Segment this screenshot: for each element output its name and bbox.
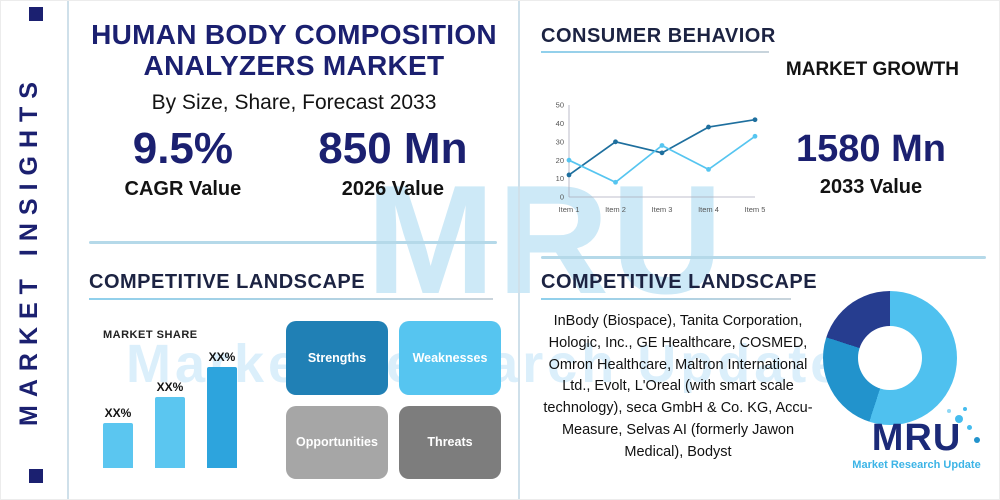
svg-text:30: 30 <box>556 137 564 146</box>
competitive-landscape-left-underline <box>89 298 493 300</box>
logo-splash-dot <box>955 415 963 423</box>
mru-logo: MRU Market Research Update <box>839 407 994 471</box>
label-2033: 2033 Value <box>819 175 923 198</box>
bar <box>103 422 133 468</box>
logo-splash-dot <box>967 425 972 430</box>
logo-tagline: Market Research Update <box>852 459 981 471</box>
company-list: InBody (Biospace), Tanita Corporation, H… <box>543 313 813 460</box>
watermark-mru: MRU <box>366 153 725 326</box>
page-title-line2: ANALYZERS MARKET <box>143 50 445 81</box>
line-chart: 0 10 20 30 40 50 Item 1 Item 2 Item 3 Item 4 Item … <box>543 97 766 217</box>
swot-weaknesses: Weaknesses <box>399 321 501 395</box>
stats-row: 9.5% CAGR Value 850 Mn 2026 Value <box>86 124 506 201</box>
svg-text:Item 5: Item 5 <box>745 205 765 214</box>
svg-text:Item 1: Item 1 <box>559 205 580 214</box>
bar-column: XX% <box>207 350 237 468</box>
decor-square-top <box>29 7 43 21</box>
bar-column: XX% <box>155 379 185 468</box>
bar <box>155 396 185 468</box>
svg-text:50: 50 <box>556 101 564 110</box>
bar-value-label: XX% <box>104 405 132 420</box>
bar-value-label: XX% <box>208 349 236 364</box>
bar-value-label: XX% <box>156 379 184 394</box>
cagr-label: CAGR Value <box>124 178 242 201</box>
logo-text: MRU <box>871 417 962 459</box>
stat-2026: 850 Mn 2026 Value <box>318 124 468 201</box>
svg-text:Item 2: Item 2 <box>605 205 626 214</box>
center-divider-line <box>518 1 520 499</box>
sidebar-divider-line <box>67 1 69 499</box>
market-share-bar-chart: XX% XX% XX% <box>103 346 273 468</box>
swot-opportunities: Opportunities <box>286 405 388 479</box>
swot-strengths: Strengths <box>286 321 388 395</box>
svg-text:40: 40 <box>556 119 564 128</box>
donut-chart <box>823 291 957 425</box>
sidebar-vertical-title: MARKET INSIGHTS <box>15 74 43 426</box>
svg-text:Item 3: Item 3 <box>652 205 673 214</box>
page-subtitle: By Size, Share, Forecast 2033 <box>151 91 437 114</box>
competitive-landscape-right-underline <box>541 298 791 300</box>
svg-text:Item 4: Item 4 <box>698 205 719 214</box>
logo-splash-dot <box>963 407 967 411</box>
consumer-behavior-title: CONSUMER BEHAVIOR <box>541 25 776 47</box>
market-share-label: MARKET SHARE <box>103 329 198 341</box>
horizontal-divider-left <box>89 241 497 244</box>
svg-text:10: 10 <box>556 174 564 183</box>
competitive-landscape-right-title: COMPETITIVE LANDSCAPE <box>541 271 818 293</box>
horizontal-divider-right <box>541 256 986 259</box>
logo-splash-dot <box>947 409 951 413</box>
bar <box>207 366 237 468</box>
bar-column: XX% <box>103 405 133 468</box>
cagr-value: 9.5% <box>132 124 234 173</box>
swot-threats: Threats <box>399 405 501 479</box>
competitive-landscape-left-title: COMPETITIVE LANDSCAPE <box>89 271 366 293</box>
svg-text:0: 0 <box>560 193 564 202</box>
logo-splash-dot <box>974 437 980 443</box>
value-2026: 850 Mn <box>318 124 468 173</box>
line-chart-svg: 0 10 20 30 40 50 Item 1 Item 2 Item 3 Item 4 Item … <box>556 101 766 214</box>
label-2026: 2026 Value <box>341 178 445 201</box>
stat-cagr: 9.5% CAGR Value <box>124 124 242 201</box>
svg-text:20: 20 <box>556 156 564 165</box>
value-2033: 1580 Mn <box>796 128 946 170</box>
swot-grid: Strengths Weaknesses Opportunities Threats <box>286 321 501 479</box>
decor-square-bottom <box>29 469 43 483</box>
market-growth-title: MARKET GROWTH <box>785 59 959 80</box>
page-title-line1: HUMAN BODY COMPOSITION <box>91 19 497 50</box>
stat-2033: 1580 Mn 2033 Value <box>771 128 971 199</box>
consumer-behavior-underline <box>541 51 769 53</box>
